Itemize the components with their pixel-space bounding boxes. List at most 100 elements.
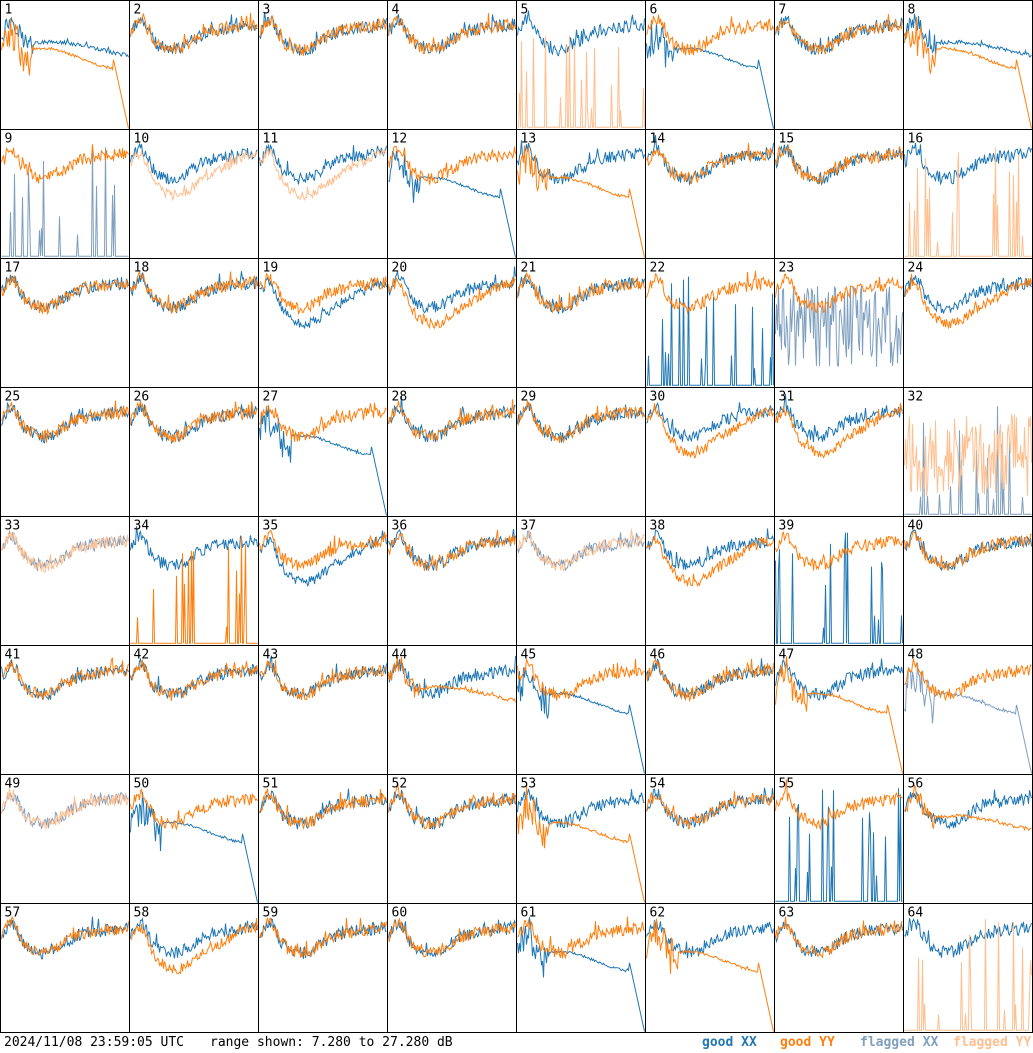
series-yy-line: [904, 16, 1032, 129]
panel-label: 21: [521, 261, 537, 276]
series-xx-line: [1, 144, 129, 257]
series-yy-line: [259, 659, 387, 700]
panel-label: 11: [263, 132, 279, 147]
series-yy-line: [130, 918, 258, 975]
panel-frame: [516, 903, 646, 1033]
panel-25: 25: [0, 387, 130, 517]
panel-label: 59: [263, 906, 279, 921]
panel-31: 31: [774, 387, 904, 517]
series-xx-line: [646, 658, 774, 700]
series-yy-line: [259, 15, 387, 56]
panel-frame: [645, 129, 775, 259]
panel-28: 28: [387, 387, 517, 517]
panel-45: 45: [516, 645, 646, 775]
series-yy-line: [517, 528, 645, 572]
series-xx-line: [517, 667, 645, 774]
series-yy-line: [1, 916, 129, 957]
series-xx-line: [517, 917, 645, 1032]
series-xx-line: [904, 918, 1032, 958]
panel-label: 39: [779, 519, 795, 534]
panel-label: 6: [650, 3, 658, 18]
panel-label: 32: [908, 390, 924, 405]
series-yy-line: [775, 14, 903, 55]
series-yy-line: [904, 147, 1032, 257]
series-yy-line: [775, 273, 903, 314]
panel-label: 25: [5, 390, 21, 405]
panel-label: 27: [263, 390, 279, 405]
panel-label: 52: [392, 777, 408, 792]
panel-label: 20: [392, 261, 408, 276]
panel-frame: [387, 129, 517, 259]
series-yy-line: [130, 536, 258, 644]
panel-46: 46: [645, 645, 775, 775]
series-yy-line: [130, 149, 258, 202]
series-xx-line: [775, 658, 903, 701]
series-yy-line: [388, 529, 516, 572]
series-xx-line: [517, 10, 645, 57]
panel-label: 43: [263, 648, 279, 663]
panel-frame: [258, 0, 388, 130]
panel-label: 37: [521, 519, 537, 534]
panel-label: 40: [908, 519, 924, 534]
panel-37: 37: [516, 516, 646, 646]
panel-label: 13: [521, 132, 537, 147]
panel-5: 5: [516, 0, 646, 130]
panel-frame: [258, 387, 388, 517]
panel-14: 14: [645, 129, 775, 259]
panel-33: 33: [0, 516, 130, 646]
series-xx-line: [388, 395, 516, 443]
panel-label: 63: [779, 906, 795, 921]
series-xx-line: [646, 135, 774, 186]
panel-19: 19: [258, 258, 388, 388]
panel-frame: [387, 0, 517, 130]
panel-11: 11: [258, 129, 388, 259]
panel-frame: [903, 258, 1033, 388]
panel-frame: [645, 516, 775, 646]
panel-label: 35: [263, 519, 279, 534]
series-xx-line: [259, 406, 387, 516]
panel-1: 1: [0, 0, 130, 130]
panel-label: 56: [908, 777, 924, 792]
series-xx-line: [1, 16, 129, 58]
panel-frame: [0, 129, 130, 259]
panel-frame: [774, 645, 904, 775]
panel-label: 49: [5, 777, 21, 792]
series-yy-line: [904, 658, 1032, 702]
panel-label: 22: [650, 261, 666, 276]
panel-frame: [645, 774, 775, 904]
panel-frame: [258, 645, 388, 775]
panel-label: 15: [779, 132, 795, 147]
panel-label: 18: [134, 261, 150, 276]
series-yy-line: [1, 657, 129, 701]
panel-frame: [903, 516, 1033, 646]
panel-label: 24: [908, 261, 924, 276]
series-xx-line: [775, 532, 903, 644]
series-yy-line: [259, 402, 387, 442]
series-yy-line: [130, 658, 258, 701]
panel-frame: [774, 387, 904, 517]
panel-53: 53: [516, 774, 646, 904]
legend-flagged-xx: flagged XX: [860, 1035, 939, 1050]
series-xx-line: [388, 266, 516, 314]
panel-frame: [387, 774, 517, 904]
legend-good-yy: good YY: [780, 1035, 835, 1050]
series-yy-line: [904, 530, 1032, 571]
panel-frame: [645, 0, 775, 130]
panel-47: 47: [774, 645, 904, 775]
legend-flagged-yy: flagged YY: [953, 1035, 1032, 1050]
panel-frame: [0, 903, 130, 1033]
series-yy-line: [388, 917, 516, 958]
series-yy-line: [646, 918, 774, 1032]
panel-frame: [903, 0, 1033, 130]
panel-label: 58: [134, 906, 150, 921]
panel-40: 40: [903, 516, 1033, 646]
panel-58: 58: [129, 903, 259, 1033]
panel-41: 41: [0, 645, 130, 775]
series-yy-line: [1, 787, 129, 830]
series-yy-line: [775, 144, 903, 185]
series-yy-line: [775, 531, 903, 571]
series-yy-line: [517, 145, 645, 258]
panel-label: 10: [134, 132, 150, 147]
panel-29: 29: [516, 387, 646, 517]
